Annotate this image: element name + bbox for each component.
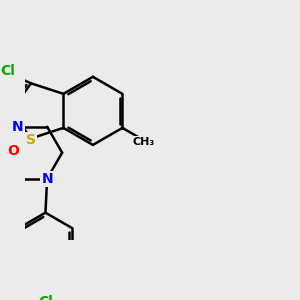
Text: Cl: Cl bbox=[38, 295, 53, 300]
Text: S: S bbox=[26, 133, 36, 147]
Text: N: N bbox=[11, 120, 23, 134]
Text: N: N bbox=[41, 172, 53, 186]
Text: O: O bbox=[8, 144, 20, 158]
Text: Cl: Cl bbox=[0, 64, 15, 78]
Text: CH₃: CH₃ bbox=[132, 137, 154, 147]
